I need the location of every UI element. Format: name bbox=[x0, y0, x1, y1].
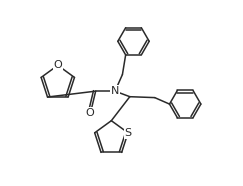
Text: O: O bbox=[53, 60, 62, 70]
Text: N: N bbox=[111, 86, 119, 96]
Text: S: S bbox=[124, 128, 132, 138]
Text: O: O bbox=[86, 108, 95, 118]
